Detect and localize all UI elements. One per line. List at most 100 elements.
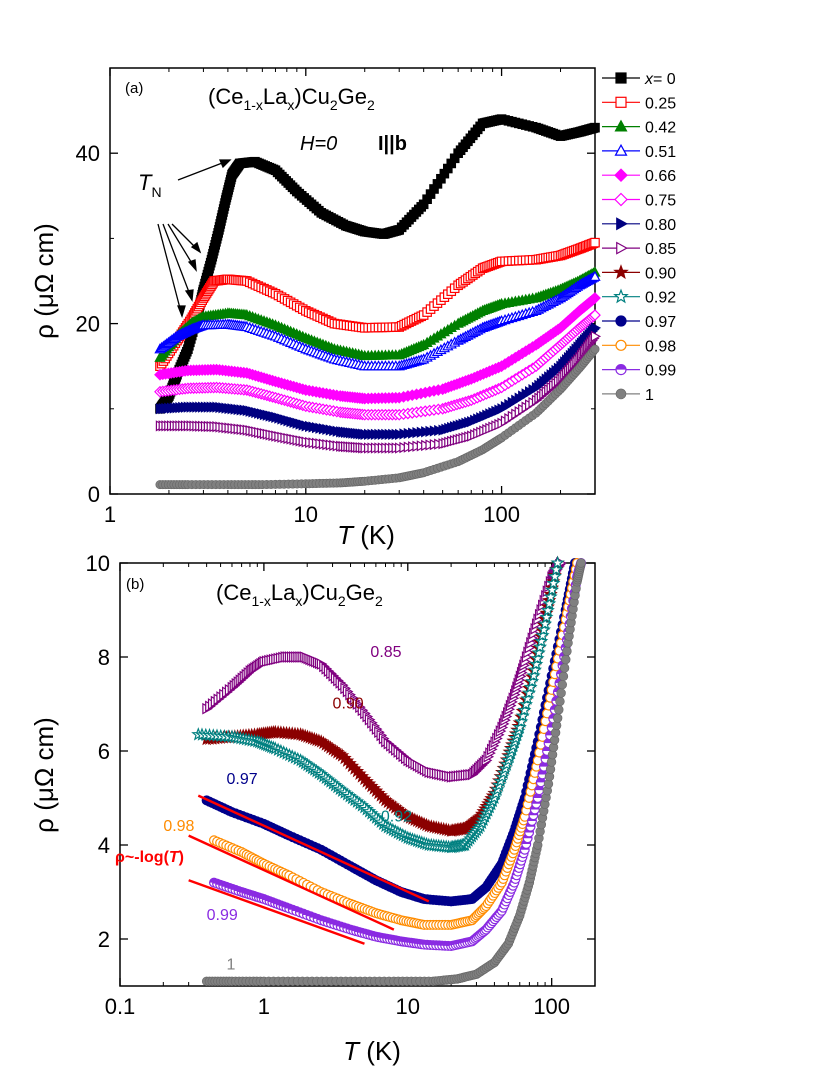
x-tick-label-10: 10 — [294, 502, 318, 527]
legend-label: 0.51 — [645, 144, 676, 161]
legend-item-0-92: 0.92 — [602, 288, 676, 307]
panel-a-series — [154, 114, 602, 490]
x-tick-label-100: 100 — [533, 994, 570, 1019]
data-point — [559, 663, 570, 673]
series-label-1: 1 — [227, 957, 236, 974]
data-point — [539, 609, 554, 624]
panel-b-fit-lines — [188, 794, 430, 945]
data-point — [556, 688, 566, 698]
tn-arrows — [157, 159, 232, 318]
series-1 — [201, 558, 586, 986]
y-tick-label-8: 8 — [98, 645, 110, 670]
panel-a-y-axis-label: ρ (μΩ cm) — [29, 223, 59, 339]
series-0-75 — [154, 309, 601, 421]
legend-marker — [615, 339, 627, 351]
log-fit-label: ρ~-log(T) — [115, 849, 184, 866]
x-tick-label-1: 1 — [104, 502, 116, 527]
legend-marker — [614, 143, 628, 156]
data-point — [555, 696, 565, 707]
data-point — [557, 679, 567, 690]
data-point — [540, 603, 555, 617]
panel-a-field-annotation: H=0 — [300, 133, 337, 155]
panel-a-legend: x= 0 0.25 0.42 0.51 0.66 0.75 0.80 0.85 0.90 0.92… — [602, 71, 676, 404]
legend-item-0-85: 0.85 — [602, 241, 676, 258]
x-tick-label-100: 100 — [483, 502, 520, 527]
legend-label: 1 — [645, 387, 654, 404]
data-point — [546, 575, 561, 590]
legend-marker — [614, 168, 628, 183]
panel-a-x-axis-label: T (K) — [337, 520, 395, 550]
x-tick-label-1: 1 — [258, 994, 270, 1019]
legend-label: 0.98 — [645, 338, 676, 355]
data-point — [590, 330, 602, 343]
legend-label: 0.80 — [645, 217, 676, 234]
legend-item-0-90: 0.90 — [602, 264, 676, 282]
legend-marker — [615, 72, 627, 84]
legend-item-0-66: 0.66 — [602, 168, 676, 185]
data-point — [552, 713, 563, 723]
y-tick-label-4: 4 — [98, 833, 110, 858]
y-tick-label-6: 6 — [98, 739, 110, 764]
panel-a-ticks: 1 10 100 0 20 40 — [76, 68, 595, 527]
series-label-0-92: 0.92 — [381, 809, 412, 826]
legend-item-0-25: 0.25 — [602, 95, 676, 112]
tn-arrowhead-x0 — [219, 159, 232, 169]
y-tick-label-40: 40 — [76, 141, 100, 166]
series-label-0-85: 0.85 — [370, 644, 401, 661]
tn-arrowhead-2 — [184, 289, 194, 302]
x-tick-label-0-1: 0.1 — [105, 994, 136, 1019]
panel-a-current-annotation: I||b — [378, 133, 407, 155]
legend-label: x= 0 — [644, 71, 676, 88]
legend-item-1: 1 — [602, 387, 654, 404]
y-tick-label-10: 10 — [86, 551, 110, 576]
legend-marker — [615, 364, 627, 376]
data-point — [590, 122, 600, 133]
series-label-0-98: 0.98 — [163, 818, 194, 835]
data-point — [550, 555, 565, 569]
panel-a-compound-title: (Ce1-xLax)Cu2Ge2 — [208, 84, 375, 113]
data-point — [549, 562, 564, 576]
series-label-0-90: 0.90 — [333, 696, 364, 713]
data-point — [561, 654, 571, 665]
panel-b: 0.1 1 10 100 2 4 6 8 10 0.85 0.90 0.92 0.97 0.98 0.99… — [29, 551, 596, 1066]
legend-item-0-80: 0.80 — [602, 217, 676, 234]
tn-arrow-2 — [162, 223, 193, 301]
legend-marker — [616, 217, 628, 231]
legend-item-0-42: 0.42 — [602, 120, 676, 137]
legend-marker — [615, 315, 627, 327]
legend-label: 0.42 — [645, 120, 676, 137]
legend-item-0-75: 0.75 — [602, 193, 676, 210]
fit-line-0-97 — [197, 794, 430, 903]
legend-label: 0.90 — [645, 265, 676, 282]
y-tick-label-20: 20 — [76, 312, 100, 337]
data-point — [544, 582, 560, 597]
data-point — [590, 344, 600, 354]
series-0-85 — [155, 330, 602, 454]
fit-line-0-99 — [188, 879, 365, 945]
legend-item-x-0: x= 0 — [602, 71, 676, 88]
tn-arrowhead-1 — [177, 305, 186, 318]
data-point — [542, 596, 557, 610]
panel-b-x-axis-label: T (K) — [343, 1036, 401, 1066]
data-point — [543, 589, 558, 603]
legend-item-0-51: 0.51 — [602, 144, 676, 161]
legend-label: 0.97 — [645, 314, 676, 331]
legend-label: 0.85 — [645, 241, 676, 258]
tn-arrowhead-3 — [187, 259, 197, 272]
legend-marker — [616, 241, 628, 255]
data-point — [590, 237, 600, 248]
legend-item-0-98: 0.98 — [602, 338, 676, 355]
legend-marker — [615, 388, 627, 400]
tn-arrowhead-4 — [190, 241, 202, 254]
data-point — [576, 558, 586, 568]
series-0-92 — [191, 555, 565, 854]
series-0-80 — [155, 322, 602, 440]
panel-a: 1 10 100 0 20 40 (a) (Ce1-xLax)Cu2Ge2 H=0 I||… — [29, 67, 676, 550]
tn-label: TN — [138, 170, 162, 200]
data-point — [554, 705, 564, 715]
legend-marker — [614, 119, 628, 132]
data-point — [589, 309, 601, 321]
legend-label: 0.75 — [645, 193, 676, 210]
panel-b-ticks: 0.1 1 10 100 2 4 6 8 10 — [86, 551, 595, 1019]
